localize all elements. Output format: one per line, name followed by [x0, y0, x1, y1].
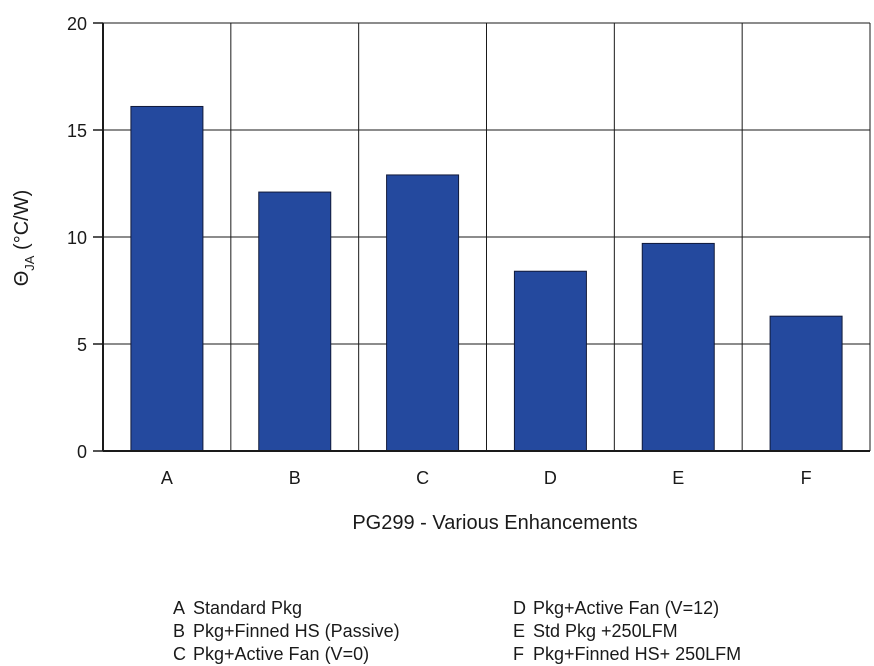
bar-F	[769, 315, 843, 452]
y-axis-label-subscript: JA	[22, 255, 37, 271]
legend-left: A Standard Pkg B Pkg+Finned HS (Passive) C…	[173, 597, 400, 666]
legend-item: B Pkg+Finned HS (Passive)	[173, 620, 400, 643]
legend-key: D	[513, 598, 526, 618]
x-tick-label: D	[544, 468, 557, 488]
legend-key: E	[513, 621, 526, 641]
legend-label: Pkg+Finned HS (Passive)	[193, 621, 400, 641]
legend-item: A Standard Pkg	[173, 597, 400, 620]
y-tick-labels: 0 5 10 15 20	[67, 14, 87, 462]
bar-B	[258, 191, 332, 452]
y-tick-label: 15	[67, 121, 87, 141]
legend-label: Pkg+Finned HS+ 250LFM	[533, 644, 742, 664]
y-tick-label: 5	[77, 335, 87, 355]
axes	[93, 22, 870, 452]
bar-D	[513, 270, 587, 452]
y-tick-label: 0	[77, 442, 87, 462]
y-tick-label: 10	[67, 228, 87, 248]
bar-E	[641, 242, 715, 452]
x-tick-label: B	[289, 468, 301, 488]
x-axis-label: PG299 - Various Enhancements	[352, 512, 637, 534]
x-tick-label: F	[801, 468, 812, 488]
x-tick-label: E	[672, 468, 684, 488]
legend-key: A	[173, 598, 186, 618]
y-axis-label-unit: (°C/W)	[11, 190, 33, 256]
legend-key: C	[173, 644, 186, 664]
legend-key: B	[173, 621, 186, 641]
x-tick-labels: A B C D E F	[161, 468, 812, 488]
legend-label: Std Pkg +250LFM	[533, 621, 678, 641]
y-axis-label: ΘJA (°C/W)	[11, 190, 37, 287]
legend-item: E Std Pkg +250LFM	[513, 620, 741, 643]
legend-label: Pkg+Active Fan (V=0)	[193, 644, 370, 664]
legend-item: D Pkg+Active Fan (V=12)	[513, 597, 741, 620]
grid-lines	[103, 22, 871, 451]
y-axis-label-symbol: Θ	[11, 271, 33, 287]
legend-label: Standard Pkg	[193, 598, 303, 618]
legend-item: F Pkg+Finned HS+ 250LFM	[513, 643, 741, 666]
legend-key: F	[513, 644, 524, 664]
bar-A	[130, 105, 204, 452]
legend-right: D Pkg+Active Fan (V=12) E Std Pkg +250LFM …	[513, 597, 741, 666]
y-tick-label: 20	[67, 14, 87, 34]
legend-label: Pkg+Active Fan (V=12)	[533, 598, 720, 618]
legend-item: C Pkg+Active Fan (V=0)	[173, 643, 400, 666]
x-tick-label: A	[161, 468, 173, 488]
x-tick-label: C	[416, 468, 429, 488]
bar-C	[386, 174, 460, 452]
